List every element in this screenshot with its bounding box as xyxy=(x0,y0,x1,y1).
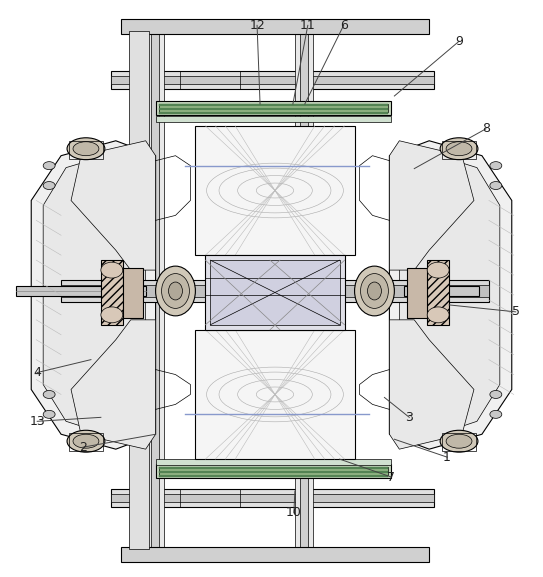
Ellipse shape xyxy=(101,307,123,323)
Ellipse shape xyxy=(427,307,449,323)
Ellipse shape xyxy=(162,273,190,308)
Bar xyxy=(69,433,103,451)
Ellipse shape xyxy=(446,142,472,156)
Polygon shape xyxy=(71,320,156,449)
Bar xyxy=(205,255,345,330)
Bar xyxy=(61,280,489,302)
Ellipse shape xyxy=(43,162,55,170)
Ellipse shape xyxy=(490,182,502,189)
Bar xyxy=(111,76,434,84)
Bar xyxy=(295,31,313,549)
Ellipse shape xyxy=(490,162,502,170)
Bar xyxy=(123,268,143,318)
Ellipse shape xyxy=(43,391,55,399)
Ellipse shape xyxy=(73,434,99,448)
Text: 9: 9 xyxy=(455,35,463,48)
Text: 13: 13 xyxy=(29,415,45,428)
Bar xyxy=(442,433,476,451)
Polygon shape xyxy=(43,153,146,436)
Text: 8: 8 xyxy=(482,122,490,136)
Bar xyxy=(159,475,388,477)
Ellipse shape xyxy=(101,262,123,278)
Bar xyxy=(195,330,355,459)
Ellipse shape xyxy=(168,282,182,300)
Bar xyxy=(427,260,449,325)
Text: 2: 2 xyxy=(79,441,87,454)
Bar xyxy=(146,31,163,549)
Polygon shape xyxy=(389,141,474,270)
Ellipse shape xyxy=(156,266,195,316)
Ellipse shape xyxy=(355,266,394,316)
Bar xyxy=(159,471,388,473)
Bar xyxy=(121,546,429,561)
Bar xyxy=(111,71,434,89)
Text: 12: 12 xyxy=(249,19,265,32)
Bar xyxy=(159,467,388,475)
Text: 6: 6 xyxy=(340,19,348,32)
Bar xyxy=(442,141,476,159)
Text: 7: 7 xyxy=(387,470,395,484)
Text: 3: 3 xyxy=(406,411,413,424)
Ellipse shape xyxy=(43,182,55,189)
Bar xyxy=(159,467,388,469)
Bar xyxy=(300,31,308,549)
Bar xyxy=(156,116,392,122)
Bar xyxy=(156,101,392,115)
Ellipse shape xyxy=(67,138,105,160)
Ellipse shape xyxy=(361,273,388,308)
Ellipse shape xyxy=(368,282,381,300)
Bar xyxy=(405,286,479,296)
Polygon shape xyxy=(71,141,156,270)
Bar xyxy=(210,260,340,325)
Polygon shape xyxy=(389,320,474,449)
Bar xyxy=(61,285,489,297)
Ellipse shape xyxy=(73,142,99,156)
Bar xyxy=(156,464,392,478)
Text: 11: 11 xyxy=(300,19,315,32)
Bar xyxy=(101,260,123,325)
Bar xyxy=(129,31,149,549)
Bar xyxy=(407,268,427,318)
Bar xyxy=(195,126,355,255)
Bar xyxy=(111,489,434,507)
Text: 5: 5 xyxy=(512,305,520,319)
Ellipse shape xyxy=(67,430,105,452)
Text: 10: 10 xyxy=(286,507,302,519)
Bar xyxy=(69,141,103,159)
Text: 1: 1 xyxy=(443,451,451,464)
Bar xyxy=(159,108,388,110)
Bar xyxy=(150,31,159,549)
Ellipse shape xyxy=(446,434,472,448)
Ellipse shape xyxy=(440,138,478,160)
Bar xyxy=(111,494,434,502)
Ellipse shape xyxy=(490,410,502,418)
Bar xyxy=(159,104,388,106)
Ellipse shape xyxy=(490,391,502,399)
Bar xyxy=(159,104,388,112)
Ellipse shape xyxy=(43,410,55,418)
Bar xyxy=(159,112,388,114)
Polygon shape xyxy=(399,153,500,436)
Polygon shape xyxy=(389,141,512,449)
Text: 4: 4 xyxy=(33,366,41,379)
Ellipse shape xyxy=(440,430,478,452)
Bar xyxy=(16,286,146,296)
Ellipse shape xyxy=(427,262,449,278)
Bar xyxy=(156,459,392,465)
Polygon shape xyxy=(31,141,156,449)
Bar xyxy=(121,20,429,34)
